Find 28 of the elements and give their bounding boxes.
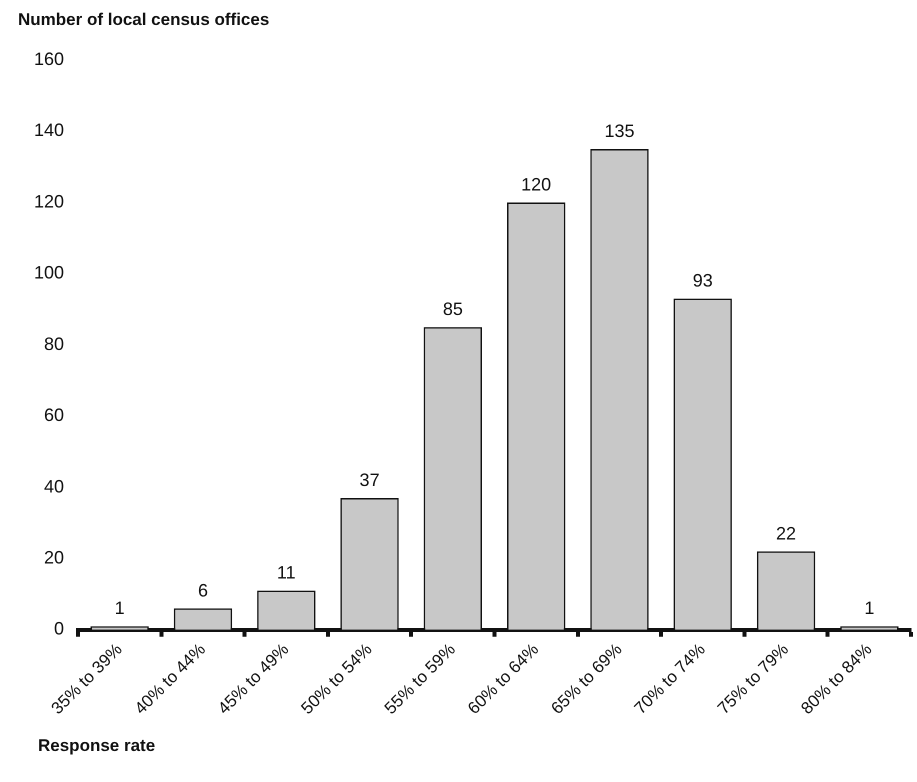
data-label: 85: [442, 299, 463, 320]
data-label: 1: [114, 598, 125, 618]
y-tick-label: 80: [44, 334, 64, 354]
data-label: 93: [692, 270, 713, 291]
y-tick-label: 100: [34, 262, 64, 283]
y-tick-label: 0: [54, 618, 64, 639]
x-tick-label: 75% to 79%: [714, 640, 792, 718]
data-label: 37: [360, 470, 380, 490]
y-tick-label: 140: [34, 120, 64, 140]
y-tick-label: 20: [44, 548, 64, 568]
y-tick-label: 60: [44, 405, 64, 426]
x-tick-label: 60% to 64%: [464, 640, 542, 718]
data-label: 1: [864, 598, 874, 618]
x-tick-label: 70% to 74%: [630, 640, 709, 718]
y-tick-label: 160: [34, 48, 64, 69]
y-tick-label: 40: [44, 476, 64, 496]
data-label: 6: [198, 580, 208, 600]
y-tick-label: 120: [34, 191, 64, 212]
data-label: 135: [604, 120, 634, 141]
x-axis-title: Response rate: [38, 736, 156, 756]
data-label: 120: [521, 174, 552, 194]
data-label: 11: [276, 562, 296, 583]
x-tick-label: 45% to 49%: [214, 640, 292, 718]
y-axis-title: Number of local census offices: [18, 10, 270, 30]
x-tick-label: 40% to 44%: [130, 640, 210, 718]
x-tick-label: 35% to 39%: [48, 640, 126, 718]
x-tick-label: 65% to 69%: [547, 640, 626, 718]
data-label: 22: [776, 523, 796, 544]
